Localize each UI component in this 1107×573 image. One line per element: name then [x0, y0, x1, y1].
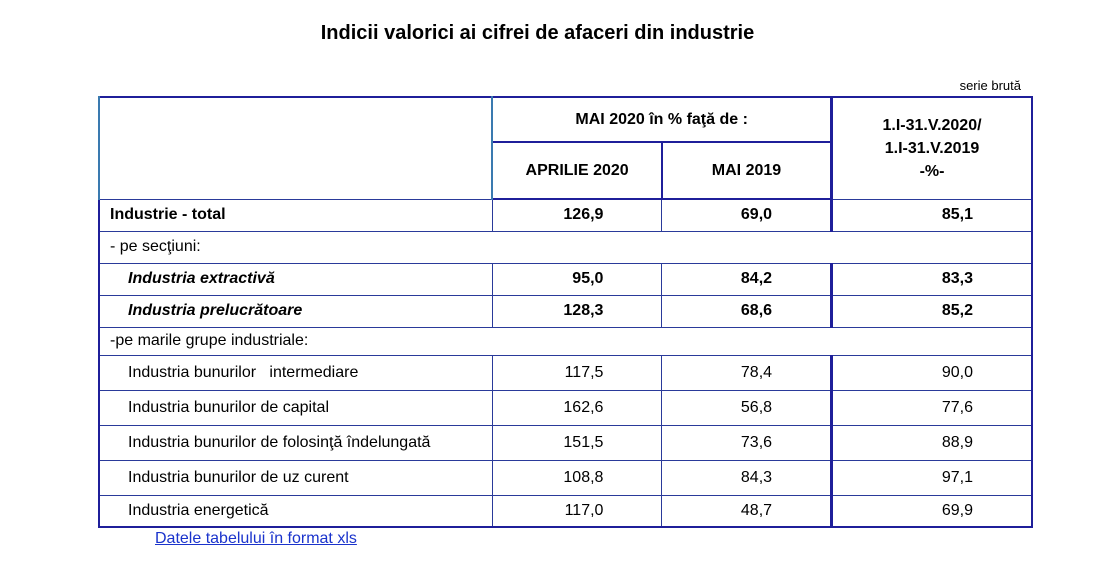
row-value: 95,0 — [491, 262, 663, 296]
table-row: Industria extractivă 95,0 84,2 83,3 — [98, 262, 1033, 296]
row-value: 84,2 — [661, 262, 833, 296]
row-label: Industria prelucrătoare — [98, 294, 493, 328]
xls-download-link[interactable]: Datele tabelului în format xls — [155, 530, 357, 547]
table-row: Industrie - total 126,9 69,0 85,1 — [98, 198, 1033, 232]
header-row-top: MAI 2020 în % faţă de : 1.I-31.V.2020/ 1… — [97, 96, 1033, 200]
row-value: 56,8 — [661, 389, 833, 426]
header-empty-cell — [97, 96, 494, 200]
row-value: 117,0 — [491, 494, 663, 528]
row-label: Industria bunurilor intermediare — [98, 354, 493, 391]
table-row: Industria prelucrătoare 128,3 68,6 85,2 — [98, 294, 1033, 328]
table-row: Industria bunurilor intermediare 117,5 7… — [98, 354, 1033, 391]
row-value: 48,7 — [661, 494, 833, 528]
header-cumulative-line2: 1.I-31.V.2019 — [884, 139, 980, 157]
row-value: 126,9 — [491, 198, 663, 232]
row-label: Industria bunurilor de folosinţă îndelun… — [98, 424, 493, 461]
row-value: 162,6 — [491, 389, 663, 426]
table-row: Industria energetică 117,0 48,7 69,9 — [98, 494, 1033, 528]
header-group: MAI 2020 în % faţă de : — [491, 96, 833, 143]
header-row-sub: APRILIE 2020 MAI 2019 — [99, 141, 1032, 200]
row-value: 69,9 — [830, 494, 1033, 528]
row-label: Industria energetică — [98, 494, 493, 528]
header-april-2020: APRILIE 2020 — [491, 141, 663, 200]
row-value: 108,8 — [491, 459, 663, 496]
section-row: -pe marile grupe industriale: — [98, 326, 1033, 356]
page-title: Indicii valorici ai cifrei de afaceri di… — [320, 22, 755, 44]
header-cumulative-line3: -%- — [919, 162, 945, 180]
row-value: 77,6 — [830, 389, 1033, 426]
row-value: 68,6 — [661, 294, 833, 328]
row-value: 69,0 — [661, 198, 833, 232]
header-may-2019: MAI 2019 — [660, 141, 833, 200]
table-row: Industria bunurilor de folosinţă îndelun… — [98, 424, 1033, 461]
section-row: - pe secţiuni: — [98, 230, 1033, 264]
row-value: 78,4 — [661, 354, 833, 391]
table-row: Industria bunurilor de capital 162,6 56,… — [98, 389, 1033, 426]
row-value: 88,9 — [830, 424, 1033, 461]
header-cumulative-line1: 1.I-31.V.2020/ — [882, 116, 982, 134]
row-label: Industria bunurilor de capital — [98, 389, 493, 426]
table-row: Industria bunurilor de uz curent 108,8 8… — [98, 459, 1033, 496]
row-value: 84,3 — [661, 459, 833, 496]
row-label: Industrie - total — [98, 198, 493, 232]
row-value: 151,5 — [491, 424, 663, 461]
index-table: MAI 2020 în % faţă de : 1.I-31.V.2020/ 1… — [97, 96, 1033, 528]
row-value: 97,1 — [830, 459, 1033, 496]
row-label: Industria bunurilor de uz curent — [98, 459, 493, 496]
row-label: Industria extractivă — [98, 262, 493, 296]
header-cumulative: 1.I-31.V.2020/ 1.I-31.V.2019 -%- — [830, 96, 1033, 200]
row-value: 85,2 — [830, 294, 1033, 328]
section-label: -pe marile grupe industriale: — [98, 326, 1033, 356]
row-value: 117,5 — [491, 354, 663, 391]
row-value: 85,1 — [830, 198, 1033, 232]
row-value: 73,6 — [661, 424, 833, 461]
section-label: - pe secţiuni: — [98, 230, 1033, 264]
row-value: 83,3 — [830, 262, 1033, 296]
series-note: serie brută — [959, 78, 1021, 93]
row-value: 128,3 — [491, 294, 663, 328]
row-value: 90,0 — [830, 354, 1033, 391]
